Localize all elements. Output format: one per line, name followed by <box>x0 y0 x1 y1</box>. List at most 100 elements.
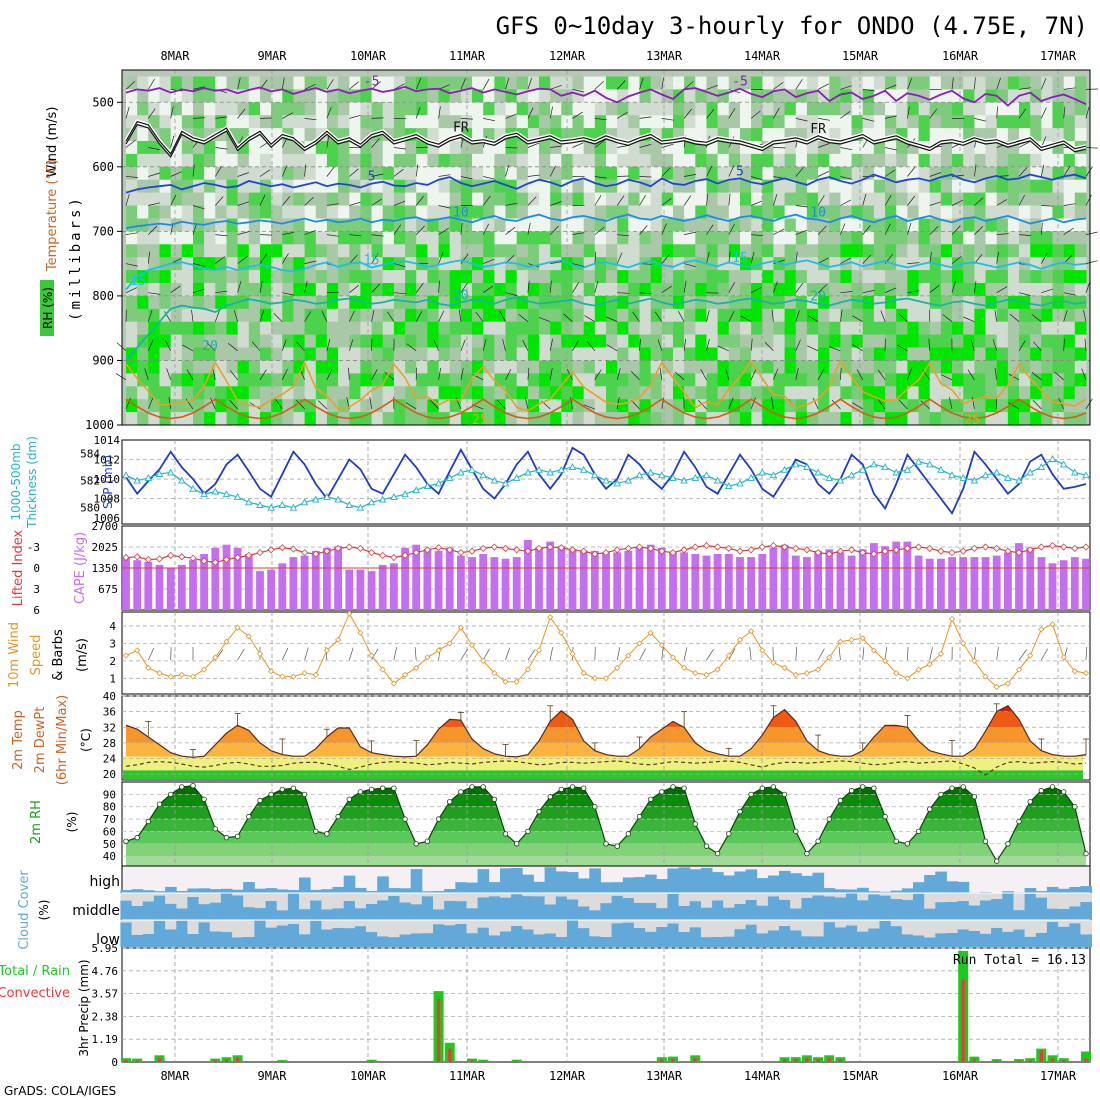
rh-cell <box>282 205 294 219</box>
lifted-index-point <box>479 544 487 552</box>
rh-shading <box>126 76 1087 426</box>
cloud-bar <box>946 902 959 920</box>
temperature-contour <box>125 173 1087 194</box>
thickness-point <box>155 469 164 477</box>
rh-cell <box>717 102 730 116</box>
rh-cell <box>516 347 529 361</box>
wind-barb <box>1085 281 1091 293</box>
rh-cell <box>1041 89 1053 103</box>
rh-cell <box>170 334 183 348</box>
rh-point <box>335 813 341 820</box>
rh-cell <box>684 141 696 155</box>
wind-barb <box>549 367 553 380</box>
rh-cell <box>460 153 473 168</box>
rh-cell <box>304 192 317 206</box>
rh-cell <box>382 231 395 245</box>
wind-barb <box>524 397 529 409</box>
rh-cell <box>282 257 294 271</box>
rh-cell <box>438 347 451 361</box>
cloud-clear <box>522 920 534 930</box>
cloud-bar <box>421 891 434 893</box>
rh-cell <box>483 115 495 129</box>
rh-cell <box>170 360 183 374</box>
wind-barb <box>884 287 897 294</box>
lifted-index-point <box>769 542 777 550</box>
cape-bar <box>468 557 476 610</box>
rh-cell <box>695 89 707 103</box>
rh-cell <box>293 257 306 271</box>
rh-cell <box>572 257 585 271</box>
rh-cell <box>1041 412 1053 426</box>
wind-barb <box>674 371 685 381</box>
cape-bar <box>457 555 465 610</box>
rh-cell <box>1074 205 1087 219</box>
rh-cell <box>293 244 306 258</box>
rh-cell <box>438 166 451 181</box>
rh-cell <box>639 308 652 323</box>
rh-cell <box>416 399 428 413</box>
cloud-bar <box>120 900 132 920</box>
rh-cell <box>472 153 484 168</box>
rh-cell <box>617 231 629 245</box>
cloud-clear <box>756 920 769 934</box>
rh-cell <box>996 76 1009 90</box>
rh-cell <box>650 128 663 142</box>
rh-cell <box>940 115 953 129</box>
rh-cell <box>661 153 674 168</box>
wind-barb <box>281 339 287 351</box>
cloud-clear <box>723 893 735 908</box>
wind-barb <box>483 258 495 264</box>
cloud-clear <box>1046 893 1059 909</box>
rh-cell <box>550 347 562 361</box>
rh-cell <box>606 334 618 348</box>
rh-point <box>569 784 576 790</box>
rh-cell <box>784 295 797 310</box>
precip-convective-bar <box>805 1057 809 1062</box>
rh-cell <box>896 244 908 258</box>
rh-cell <box>1063 412 1076 426</box>
cloud-clear <box>544 920 557 934</box>
cloud-clear <box>354 920 367 927</box>
rh-cell <box>460 257 473 271</box>
rh-cell <box>885 128 897 142</box>
rh-cell <box>673 386 685 400</box>
cloud-clear <box>678 920 691 932</box>
thickness-point <box>133 476 141 484</box>
rh-cell <box>282 270 294 284</box>
rh-cell <box>572 153 585 168</box>
rh-cell <box>661 347 674 361</box>
rh-cell <box>795 412 808 426</box>
cloud-clear <box>120 920 132 923</box>
wind-barb <box>148 292 161 295</box>
rh-cell <box>483 205 495 219</box>
rh-cell <box>583 76 596 90</box>
rh-cell <box>929 244 942 258</box>
wind-barb <box>795 118 808 122</box>
rh-cell <box>963 334 975 348</box>
rh-cell <box>215 386 227 400</box>
wind-barb <box>1018 167 1028 177</box>
cape-bar <box>155 564 164 610</box>
rh-cell <box>684 244 696 258</box>
rh-cell <box>315 244 328 258</box>
wind-barb <box>282 253 289 264</box>
rh-cell <box>963 192 975 206</box>
cloud-bar <box>533 881 546 893</box>
wind-barb <box>884 195 892 206</box>
rh-cell <box>717 179 730 194</box>
rh-cell <box>963 321 975 336</box>
rh-cell <box>360 128 373 142</box>
rh-cell <box>282 166 294 181</box>
rh-cell <box>349 89 361 103</box>
cape-bar <box>390 563 398 610</box>
rh-cell <box>237 373 250 387</box>
rh-cell <box>561 179 573 194</box>
rh-cell <box>516 231 529 245</box>
wind-barb <box>907 195 915 206</box>
rh-cell <box>338 102 350 116</box>
cape-bar <box>814 550 822 610</box>
rh-cell <box>438 218 451 232</box>
rh-cell <box>594 283 607 297</box>
rh-cell <box>985 308 998 323</box>
wind10-barb <box>505 647 511 661</box>
